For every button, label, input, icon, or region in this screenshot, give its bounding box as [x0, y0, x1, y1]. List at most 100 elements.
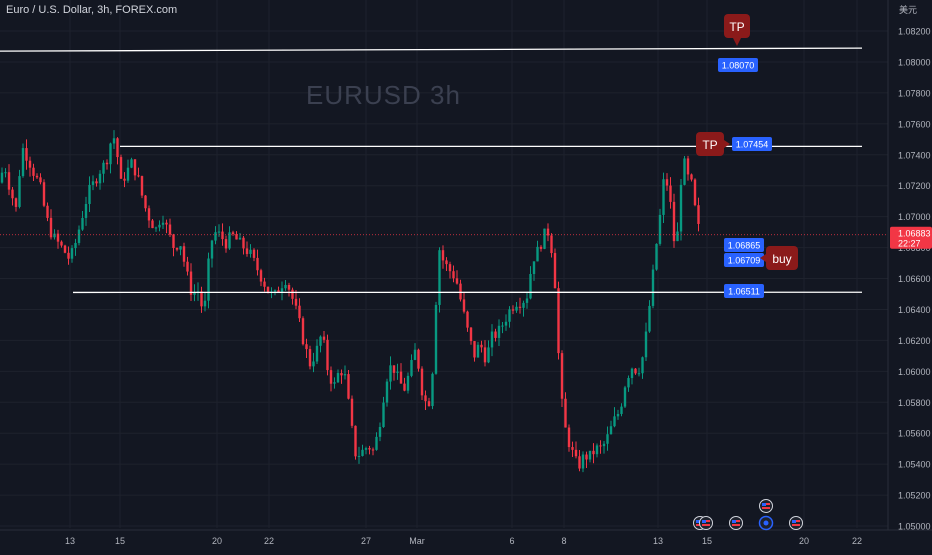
candle-down [592, 451, 594, 454]
candle-up [239, 238, 241, 240]
price-tick-label: 1.07600 [898, 119, 931, 129]
candle-up [631, 369, 633, 378]
candle-down [519, 307, 521, 308]
candle-down [571, 447, 573, 450]
candle-up [606, 434, 608, 444]
bar-countdown: 22:27 [898, 239, 921, 249]
time-axis-label: 20 [212, 536, 222, 546]
candle-down [452, 271, 454, 278]
candle-down [225, 239, 227, 248]
price-tick-label: 1.07400 [898, 150, 931, 160]
time-axis-label: 13 [65, 536, 75, 546]
time-axis-label: 13 [653, 536, 663, 546]
candle-up [81, 218, 83, 230]
price-tick-label: 1.05600 [898, 429, 931, 439]
candle-up [99, 174, 101, 184]
candle-up [386, 382, 388, 403]
candle-down [557, 288, 559, 353]
candle-up [477, 345, 479, 358]
candle-down [673, 202, 675, 241]
candle-down [456, 278, 458, 283]
candle-up [155, 227, 157, 228]
candle-down [169, 224, 171, 234]
candle-up [344, 374, 346, 375]
price-tick-label: 1.07200 [898, 181, 931, 191]
candle-up [88, 185, 90, 204]
candle-up [676, 231, 678, 241]
candle-down [351, 399, 353, 426]
time-axis-label: 27 [361, 536, 371, 546]
candle-up [130, 159, 132, 167]
candle-down [60, 242, 62, 246]
candle-up [522, 303, 524, 308]
candle-up [109, 143, 111, 164]
event-flag-icon[interactable] [760, 500, 773, 513]
candle-up [218, 232, 220, 233]
candle-up [589, 451, 591, 460]
price-tick-label: 1.08000 [898, 57, 931, 67]
candle-up [396, 372, 398, 373]
candle-down [288, 285, 290, 290]
candle-down [200, 291, 202, 306]
candle-up [22, 148, 24, 176]
position-label-entry-text: 1.06865 [728, 241, 761, 251]
candle-down [137, 175, 139, 176]
candle-up [662, 179, 664, 215]
candle-up [284, 285, 286, 288]
candle-up [382, 403, 384, 427]
candle-down [46, 206, 48, 218]
candle-down [260, 270, 262, 281]
candle-down [372, 449, 374, 450]
candle-up [78, 230, 80, 243]
price-tick-label: 1.07000 [898, 212, 931, 222]
candle-down [634, 369, 636, 374]
candle-up [102, 163, 104, 174]
level-label-lower[interactable]: 1.06511 [724, 284, 764, 298]
candle-down [242, 238, 244, 249]
candle-up [211, 241, 213, 259]
candle-down [480, 345, 482, 348]
event-flag-icon[interactable] [790, 517, 803, 530]
level-label-mid[interactable]: 1.07454 [732, 137, 772, 151]
candle-up [414, 350, 416, 360]
event-flag-icon-stripe-bottom [762, 507, 770, 509]
candle-down [295, 299, 297, 306]
candle-up [627, 378, 629, 387]
candle-up [162, 223, 164, 225]
position-label-stop[interactable]: 1.06709 [724, 253, 764, 267]
event-flag-icon[interactable] [730, 517, 743, 530]
candle-down [253, 250, 255, 258]
position-label-entry[interactable]: 1.06865 [724, 238, 764, 252]
candle-up [680, 185, 682, 232]
candle-up [655, 244, 657, 270]
currency-label[interactable]: 美元 [899, 3, 917, 16]
candle-down [291, 290, 293, 299]
candle-up [113, 138, 115, 143]
tp-marker-upper-text: TP [729, 20, 744, 34]
candle-down [29, 161, 31, 168]
candle-up [53, 234, 55, 238]
candle-down [330, 370, 332, 384]
candle-down [64, 246, 66, 253]
event-flag-icon[interactable] [700, 517, 713, 530]
price-tick-label: 1.05200 [898, 491, 931, 501]
candle-down [8, 172, 10, 189]
level-label-upper[interactable]: 1.08070 [718, 58, 758, 72]
event-gear-icon[interactable] [760, 517, 773, 530]
candle-down [67, 253, 69, 259]
level-label-mid-text: 1.07454 [736, 140, 769, 150]
candle-down [186, 262, 188, 272]
candle-up [435, 305, 437, 374]
candle-down [400, 372, 402, 384]
candle-down [669, 186, 671, 202]
price-tick-label: 1.07800 [898, 88, 931, 98]
candle-down [484, 347, 486, 362]
candle-up [365, 448, 367, 450]
symbol-title[interactable]: Euro / U.S. Dollar, 3h, FOREX.com [6, 4, 177, 16]
candle-up [620, 407, 622, 414]
candle-down [176, 248, 178, 250]
time-axis-label: 8 [561, 536, 566, 546]
